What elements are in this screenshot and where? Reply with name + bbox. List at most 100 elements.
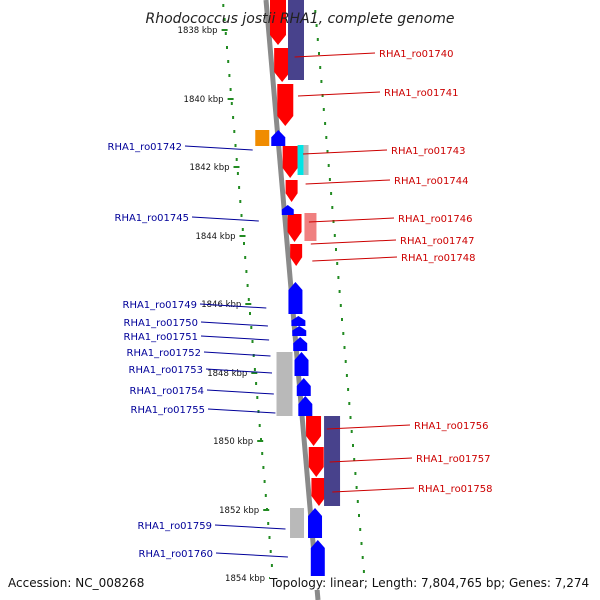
label-leader-line <box>305 179 391 185</box>
scale-dot <box>336 262 339 265</box>
gene-ro01756-feature[interactable] <box>306 416 322 446</box>
scale-dot <box>233 130 236 133</box>
scale-tick <box>245 303 252 305</box>
scale-dot <box>247 298 250 301</box>
scale-dot <box>262 466 265 469</box>
gene-ro01740-feature[interactable] <box>270 0 286 45</box>
scale-dot <box>263 480 266 483</box>
feature-block-purple[interactable] <box>324 416 341 506</box>
gene-ro01740b-feature[interactable] <box>274 48 291 82</box>
scale-dot <box>348 402 351 405</box>
gene-label-rha1_ro01742[interactable]: RHA1_ro01742 <box>108 142 183 153</box>
scale-dot <box>246 284 249 287</box>
scale-dot <box>267 522 270 525</box>
gene-ro01741-feature[interactable] <box>277 84 294 126</box>
gene-label-rha1_ro01748[interactable]: RHA1_ro01748 <box>401 253 476 264</box>
gene-ro01759-feature[interactable] <box>308 508 323 538</box>
scale-dot <box>352 444 354 447</box>
gene-label-rha1_ro01749[interactable]: RHA1_ro01749 <box>123 300 198 311</box>
scale-dot <box>338 290 341 293</box>
gene-ro01757-feature[interactable] <box>308 447 324 477</box>
scale-dot <box>244 256 247 259</box>
gene-ro01758-feature[interactable] <box>311 478 327 506</box>
scale-dot <box>240 214 243 217</box>
feature-block-grey[interactable] <box>303 145 309 175</box>
scale-dot <box>261 452 264 455</box>
gene-reverse-feature[interactable] <box>288 282 303 314</box>
scale-dot <box>342 332 345 335</box>
gene-label-rha1_ro01740[interactable]: RHA1_ro01740 <box>379 49 454 60</box>
label-leader-line <box>203 351 271 357</box>
scale-dot <box>355 486 358 489</box>
gene-label-rha1_ro01758[interactable]: RHA1_ro01758 <box>418 484 493 495</box>
label-leader-line <box>312 256 398 262</box>
gene-label-rha1_ro01743[interactable]: RHA1_ro01743 <box>391 146 466 157</box>
gene-ro01742-feature[interactable] <box>271 130 286 146</box>
scale-dot <box>232 116 235 119</box>
gene-ro01745-feature[interactable] <box>281 205 294 215</box>
gene-reverse-feature[interactable] <box>293 337 308 351</box>
scale-dot <box>337 276 340 279</box>
scale-dot <box>333 234 336 237</box>
gene-label-rha1_ro01757[interactable]: RHA1_ro01757 <box>416 454 491 465</box>
scale-dot <box>255 382 258 385</box>
scale-dot <box>328 178 331 181</box>
label-leader-line <box>205 368 273 374</box>
gene-ro01747-feature[interactable] <box>290 244 303 266</box>
scale-dot <box>350 430 353 433</box>
scale-dot <box>249 312 251 315</box>
scale-dot <box>353 458 356 461</box>
gene-ro01760-feature[interactable] <box>310 540 325 580</box>
scale-dot <box>359 528 362 531</box>
gene-reverse-feature[interactable] <box>294 352 309 376</box>
scale-dot <box>226 46 228 49</box>
feature-block-cyan[interactable] <box>297 145 304 175</box>
gene-label-rha1_ro01752[interactable]: RHA1_ro01752 <box>127 348 202 359</box>
scale-dot <box>234 144 237 147</box>
gene-reverse-feature[interactable] <box>292 326 307 336</box>
gene-label-rha1_ro01759[interactable]: RHA1_ro01759 <box>138 521 213 532</box>
feature-block-grey[interactable] <box>276 352 293 416</box>
gene-ro01743-feature[interactable] <box>282 146 298 178</box>
gene-label-rha1_ro01750[interactable]: RHA1_ro01750 <box>124 318 199 329</box>
gene-label-rha1_ro01753[interactable]: RHA1_ro01753 <box>129 365 204 376</box>
scale-tick <box>257 440 264 442</box>
scale-dot <box>314 10 317 13</box>
gene-reverse-feature[interactable] <box>296 378 311 396</box>
scale-tick <box>263 509 270 511</box>
gene-label-rha1_ro01756[interactable]: RHA1_ro01756 <box>414 421 489 432</box>
gene-label-rha1_ro01755[interactable]: RHA1_ro01755 <box>131 405 206 416</box>
scale-dot <box>344 360 347 363</box>
scale-dot <box>320 80 323 83</box>
scale-dot <box>251 340 254 343</box>
gene-label-rha1_ro01754[interactable]: RHA1_ro01754 <box>130 386 205 397</box>
feature-block-grey[interactable] <box>290 508 305 538</box>
gene-reverse-feature[interactable] <box>298 396 313 416</box>
map-title: Rhodococcus jostii RHA1, complete genome <box>145 11 454 27</box>
scale-dot <box>354 472 357 475</box>
gene-label-rha1_ro01746[interactable]: RHA1_ro01746 <box>398 214 473 225</box>
gene-label-rha1_ro01741[interactable]: RHA1_ro01741 <box>384 88 459 99</box>
scale-dot <box>347 388 350 391</box>
scale-tick-label: 1840 kbp <box>184 95 224 105</box>
label-leader-line <box>308 217 395 223</box>
gene-label-rha1_ro01745[interactable]: RHA1_ro01745 <box>115 213 190 224</box>
gene-label-rha1_ro01744[interactable]: RHA1_ro01744 <box>394 176 469 187</box>
feature-block-purple[interactable] <box>288 0 304 80</box>
label-leader-line <box>200 321 268 327</box>
feature-block-pink[interactable] <box>304 213 317 241</box>
scale-dot <box>224 32 227 35</box>
scale-dot <box>250 326 253 329</box>
gene-ro01744-feature[interactable] <box>285 180 298 202</box>
scale-tick-label: 1850 kbp <box>213 437 253 447</box>
feature-block-orange[interactable] <box>255 130 270 146</box>
gene-label-rha1_ro01751[interactable]: RHA1_ro01751 <box>124 332 199 343</box>
gene-label-rha1_ro01760[interactable]: RHA1_ro01760 <box>139 549 214 560</box>
scale-dot <box>260 438 262 441</box>
gene-label-rha1_ro01747[interactable]: RHA1_ro01747 <box>400 236 475 247</box>
scale-dot <box>227 60 230 63</box>
gene-ro01746-feature[interactable] <box>287 214 302 242</box>
gene-reverse-feature[interactable] <box>291 316 306 326</box>
scale-dot <box>332 220 335 223</box>
